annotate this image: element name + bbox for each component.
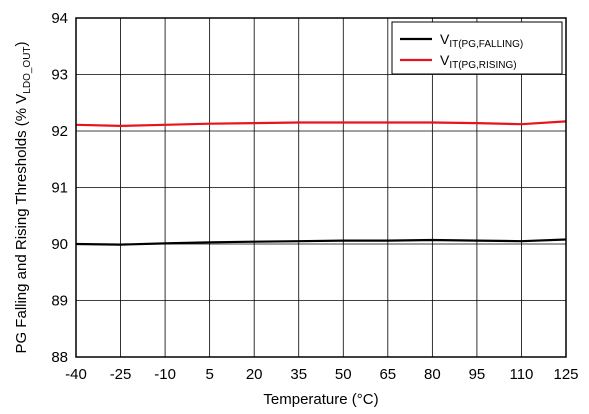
series-line-rising [75, 120, 567, 128]
y-tick-label: 89 [51, 293, 68, 310]
series-line-falling [75, 238, 567, 246]
legend-label-subscript: IT(PG,FALLING) [449, 39, 523, 50]
y-axis-title-prefix: PG Falling and Rising Thresholds (% V [13, 94, 30, 354]
x-tick-label: 20 [246, 366, 263, 383]
x-axis-title: Temperature (°C) [263, 391, 378, 408]
y-tick-label: 88 [51, 349, 68, 366]
y-tick-label: 92 [51, 123, 68, 140]
x-tick-label: 35 [290, 366, 307, 383]
legend-label-main: V [440, 52, 450, 68]
y-tick-labels: 88 89 90 91 92 93 94 [51, 10, 68, 366]
y-axis-title-suffix: ) [13, 41, 30, 46]
y-tick-label: 91 [51, 180, 68, 197]
x-tick-label: -10 [154, 366, 176, 383]
y-axis-title-subscript: LDO_OUT [22, 46, 33, 93]
x-tick-labels: -40 -25 -10 5 20 35 50 65 80 95 110 125 [65, 366, 578, 383]
legend-label-falling: VIT(PG,FALLING) [440, 31, 523, 50]
y-tick-label: 90 [51, 236, 68, 253]
legend-label-main: V [440, 31, 450, 47]
x-tick-label: 5 [205, 366, 213, 383]
legend-label-subscript: IT(PG,RISING) [449, 60, 516, 71]
x-tick-label: 65 [379, 366, 396, 383]
legend: VIT(PG,FALLING)VIT(PG,RISING) [391, 21, 563, 75]
x-tick-label: -25 [110, 366, 132, 383]
x-tick-label: 110 [509, 366, 533, 383]
series-layer [75, 120, 567, 246]
legend-label-rising: VIT(PG,RISING) [440, 52, 517, 71]
x-tick-label: 125 [553, 366, 578, 383]
x-tick-label: -40 [65, 366, 87, 383]
y-tick-label: 93 [51, 67, 68, 84]
x-tick-label: 80 [424, 366, 441, 383]
y-axis-title: PG Falling and Rising Thresholds (% VLDO… [13, 41, 33, 353]
plot-area-frame [75, 17, 567, 358]
y-tick-label: 94 [51, 10, 68, 27]
x-tick-label: 50 [335, 366, 352, 383]
legend-box [391, 21, 563, 75]
x-tick-label: 95 [469, 366, 486, 383]
